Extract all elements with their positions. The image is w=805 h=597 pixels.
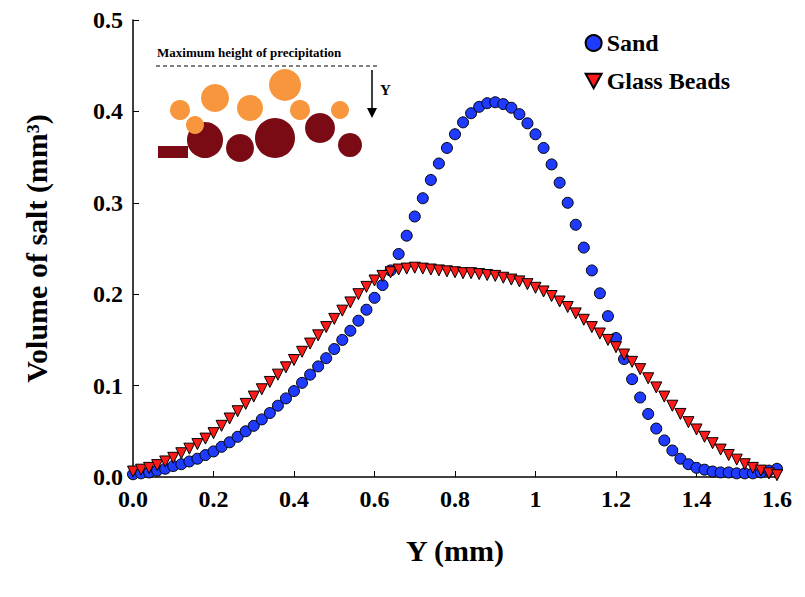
svg-text:0.4: 0.4 bbox=[93, 98, 123, 124]
svg-text:0.1: 0.1 bbox=[93, 373, 123, 399]
svg-text:Maximum height of precipitatio: Maximum height of precipitation bbox=[157, 45, 342, 60]
svg-text:0.3: 0.3 bbox=[93, 190, 123, 216]
svg-text:1.6: 1.6 bbox=[762, 486, 792, 512]
svg-text:0.6: 0.6 bbox=[360, 486, 390, 512]
svg-text:Glass Beads: Glass Beads bbox=[607, 68, 730, 94]
svg-text:0.5: 0.5 bbox=[93, 7, 123, 33]
svg-text:0.0: 0.0 bbox=[118, 486, 148, 512]
svg-text:Y (mm): Y (mm) bbox=[406, 534, 504, 568]
svg-text:0.0: 0.0 bbox=[93, 464, 123, 490]
svg-text:1.2: 1.2 bbox=[601, 486, 631, 512]
svg-text:Sand: Sand bbox=[607, 30, 660, 56]
svg-text:0.2: 0.2 bbox=[93, 281, 123, 307]
svg-text:1.4: 1.4 bbox=[682, 486, 712, 512]
svg-text:0.2: 0.2 bbox=[199, 486, 229, 512]
svg-text:Y: Y bbox=[380, 82, 391, 98]
svg-text:1: 1 bbox=[530, 486, 542, 512]
svg-text:0.8: 0.8 bbox=[440, 486, 470, 512]
svg-text:Volume of salt (mm³): Volume of salt (mm³) bbox=[20, 114, 54, 383]
svg-text:0.4: 0.4 bbox=[279, 486, 309, 512]
